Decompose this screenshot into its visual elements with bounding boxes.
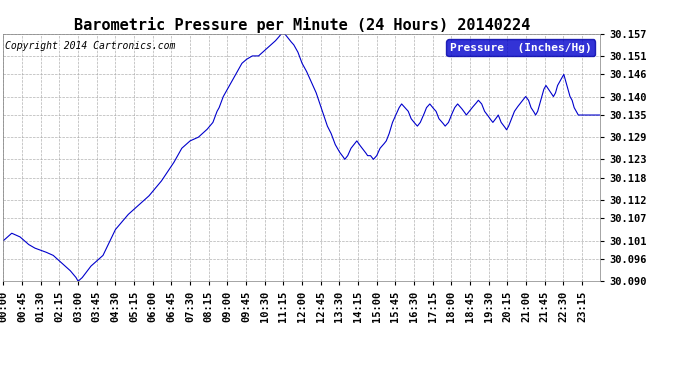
Text: Copyright 2014 Cartronics.com: Copyright 2014 Cartronics.com — [5, 41, 175, 51]
Legend: Pressure  (Inches/Hg): Pressure (Inches/Hg) — [446, 39, 595, 56]
Title: Barometric Pressure per Minute (24 Hours) 20140224: Barometric Pressure per Minute (24 Hours… — [74, 16, 530, 33]
